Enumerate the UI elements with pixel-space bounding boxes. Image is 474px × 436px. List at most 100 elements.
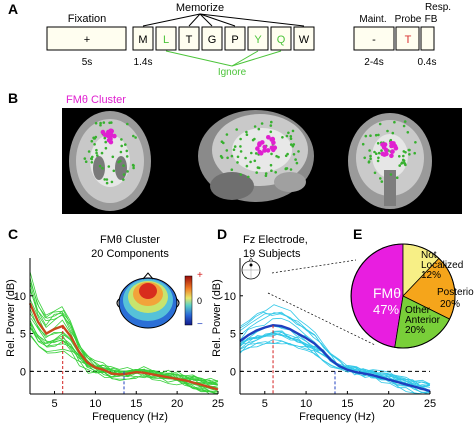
- pie-labels: FMθ 47% Not Localized 12% Posterior 20% O…: [373, 250, 474, 336]
- chart-c-ylabel: Rel. Power (dB): [5, 279, 17, 357]
- dipole-dot: [402, 159, 406, 162]
- probe-label: Probe: [395, 14, 422, 25]
- y-tick-label: 5: [20, 329, 26, 341]
- dipole-dot: [103, 178, 106, 181]
- pie-label-posterior: Posterior: [437, 287, 474, 298]
- pie-outline: [350, 243, 456, 349]
- dipole-markers: [83, 120, 417, 185]
- dipole-dot: [291, 129, 295, 133]
- letter-box: [201, 26, 223, 51]
- dipole-dot: [403, 162, 407, 166]
- colorbar-zero: 0: [197, 296, 202, 306]
- cluster-dipole: [266, 135, 271, 140]
- dipole-dot: [367, 161, 371, 164]
- dipole-dot: [377, 151, 381, 155]
- dipole-dot: [255, 171, 258, 174]
- letter-w: W: [299, 34, 310, 46]
- ignore-label: Ignore: [218, 67, 247, 78]
- dipole-dot: [284, 167, 288, 170]
- brain-title-text: FMθ Cluster: [66, 94, 126, 106]
- cluster-dipole: [272, 145, 278, 150]
- dipole-dot: [295, 161, 299, 165]
- letter-m: M: [138, 34, 147, 46]
- dipole-dot: [99, 121, 102, 125]
- cluster-dipole: [106, 129, 111, 135]
- dipole-dot: [235, 128, 238, 131]
- chart-c-title-line2: 20 Components: [91, 248, 169, 260]
- dipole-dot: [117, 160, 120, 164]
- dipole-dot: [257, 127, 261, 131]
- dipole-dot: [364, 134, 368, 138]
- dipole-dot: [292, 153, 296, 156]
- dipole-dot: [108, 121, 111, 125]
- dipole-dot: [398, 164, 402, 167]
- individual-spectrum: [29, 277, 217, 394]
- dipole-dot: [83, 157, 87, 160]
- individual-spectrum: [239, 311, 431, 394]
- probe-letter: T: [405, 34, 412, 46]
- dipole-dot: [239, 173, 243, 176]
- brain-axial-view: [69, 111, 151, 211]
- dipole-dot: [402, 124, 406, 128]
- dipole-dot: [398, 155, 401, 158]
- dipole-dot: [250, 151, 253, 155]
- dipole-dot: [389, 173, 393, 176]
- dipole-dot: [376, 142, 380, 145]
- dipole-dot: [102, 121, 106, 124]
- pie-pct-otheranterior: 20%: [405, 325, 425, 336]
- chart-d-plot: 5 10 15 20 25 0 5 10: [224, 258, 436, 410]
- dipole-dot: [120, 138, 123, 141]
- dipole-dot: [289, 135, 293, 138]
- dipole-dot: [277, 155, 280, 159]
- panel-label-a: A: [8, 1, 18, 17]
- dipole-dot: [90, 139, 94, 143]
- cluster-dipole: [255, 146, 260, 151]
- pie-pct-posterior: 20%: [440, 299, 460, 310]
- dipole-dot: [287, 131, 290, 135]
- dipole-dot: [286, 152, 289, 156]
- cluster-dipole: [102, 132, 108, 138]
- chart-c-title-line1: FMθ Cluster: [100, 234, 160, 246]
- dipole-dot: [120, 144, 123, 148]
- dipole-dot: [105, 181, 109, 185]
- chart-d-title-line2: 19 Subjects: [243, 248, 301, 260]
- cluster-dipole: [265, 148, 271, 153]
- dipole-dot: [104, 146, 108, 150]
- dipole-dot: [377, 156, 380, 160]
- dipole-dot: [380, 149, 383, 152]
- panel-label-e: E: [353, 226, 362, 242]
- pie-link-line-top: [271, 259, 357, 274]
- dipole-dot: [377, 133, 380, 137]
- x-tick-label: 25: [424, 398, 436, 410]
- dipole-dot: [125, 149, 129, 153]
- letter-t: T: [186, 34, 193, 46]
- dipole-dot: [260, 122, 264, 125]
- cluster-dipole: [262, 148, 267, 153]
- dipole-dot: [376, 159, 380, 163]
- dipole-dot: [289, 168, 293, 171]
- letter-box: [247, 26, 269, 51]
- dipole-dot: [104, 140, 107, 144]
- dipole-dot: [95, 151, 98, 155]
- dipole-dot: [99, 123, 102, 127]
- dipole-dot: [91, 155, 94, 159]
- dipole-dot: [122, 178, 125, 181]
- dipole-dot: [225, 149, 229, 152]
- dipole-dot: [107, 165, 111, 168]
- dipole-dot: [245, 133, 249, 136]
- dipole-dot: [414, 141, 417, 144]
- dipole-dot: [406, 131, 410, 134]
- feedback-box: [420, 26, 435, 51]
- individual-spectrum: [240, 304, 430, 395]
- dipole-dot: [90, 161, 94, 164]
- panel-label-c: C: [8, 226, 18, 242]
- dipole-dot: [373, 171, 377, 175]
- dipole-dot: [103, 136, 107, 140]
- maint-duration: 2-4s: [364, 57, 383, 68]
- chart-d-title-line1: Fz Electrode,: [243, 234, 308, 246]
- brain-title: FMθ Cluster: [66, 94, 126, 106]
- dipole-dot: [269, 130, 273, 134]
- dipole-dot: [96, 154, 99, 157]
